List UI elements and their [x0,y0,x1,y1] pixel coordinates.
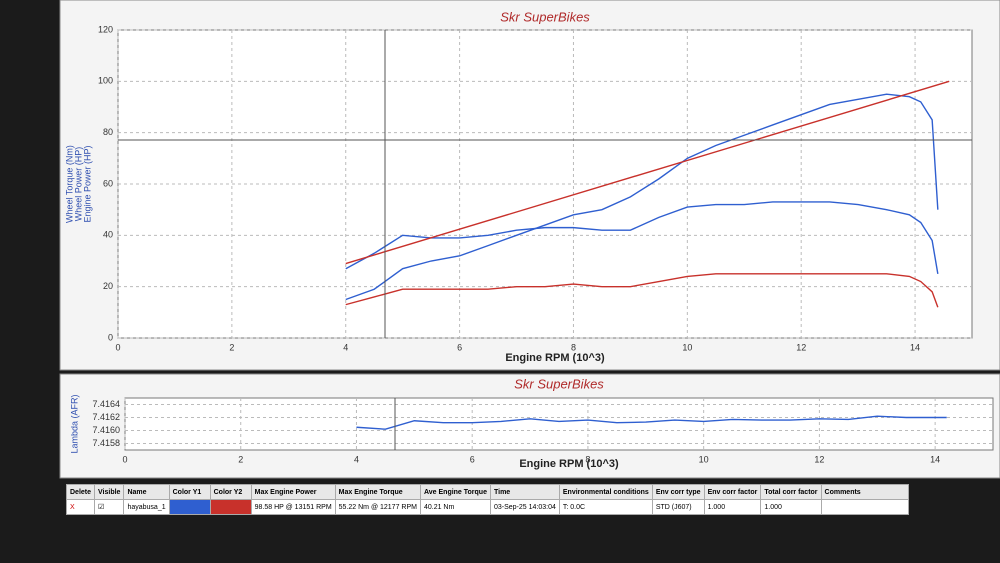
x-tick-label: 6 [470,454,475,464]
x-tick-label: 4 [343,342,348,352]
series-line [345,80,950,265]
y-axis-label: Wheel Power (HP) [73,147,83,222]
y-tick-label: 7.4164 [92,399,120,409]
column-header: Max Engine Power [250,484,336,500]
y-tick-label: 120 [98,24,113,34]
x-axis-label: Engine RPM (10^3) [505,352,605,364]
column-header: Environmental conditions [558,484,653,500]
visible-checkbox[interactable]: ☑ [94,499,125,515]
y-tick-label: 0 [108,332,113,342]
chart-title: Skr SuperBikes [514,376,604,391]
x-tick-label: 0 [115,342,120,352]
color-y1[interactable] [168,499,211,515]
x-tick-label: 14 [910,342,920,352]
column-header: Env corr factor [703,484,762,500]
x-tick-label: 8 [571,342,576,352]
column-header: Ave Engine Torque [419,484,491,500]
column-header: Env corr type [651,484,705,500]
series-line [345,93,939,301]
y-tick-label: 100 [98,76,113,86]
x-tick-label: 0 [122,454,127,464]
y-tick-label: 7.4160 [92,425,120,435]
column-header: Color Y1 [168,484,211,500]
x-tick-label: 2 [229,342,234,352]
series-line [345,201,939,274]
x-tick-label: 10 [699,454,709,464]
x-tick-label: 4 [354,454,359,464]
series-line [345,273,939,308]
max-torque: 55.22 Nm @ 12177 RPM [334,499,421,515]
y-tick-label: 40 [103,230,113,240]
plot-area [124,397,994,451]
dyno-window: Skr SuperBikes Engine RPM (10^3) Wheel Tor… [59,0,1000,479]
run-table: Delete Visible Name Color Y1 Color Y2 Max Eng… [65,484,909,515]
chart-title: Skr SuperBikes [500,9,590,24]
time: 03-Sep-25 14:03:04 [489,499,560,515]
max-power: 98.58 HP @ 13151 RPM [250,499,336,515]
y-tick-label: 20 [103,281,113,291]
y-axis-label: Lambda (AFR) [69,394,79,453]
column-header: Color Y2 [209,484,252,500]
y-axis-label: Engine Power (HP) [82,145,92,222]
y-tick-label: 7.4162 [92,412,120,422]
total-factor: 1.000 [760,499,822,515]
column-header: Delete [65,484,96,500]
column-header: Time [489,484,560,500]
series-line [356,415,947,430]
x-tick-label: 2 [238,454,243,464]
column-header: Comments [820,484,909,500]
column-header: Name [123,484,170,500]
y-tick-label: 7.4158 [92,438,120,448]
x-tick-label: 6 [457,342,462,352]
ave-torque: 40.21 Nm [419,499,491,515]
x-tick-label: 12 [796,342,806,352]
corr-type: STD (J607) [651,499,705,515]
corr-factor: 1.000 [703,499,762,515]
delete-cell[interactable]: X [65,499,96,515]
environment: T: 0.0C [558,499,653,515]
x-axis-label: Engine RPM (10^3) [519,458,619,470]
x-tick-label: 8 [585,454,590,464]
color-y2[interactable] [209,499,252,515]
x-tick-label: 10 [682,342,692,352]
y-tick-label: 80 [103,127,113,137]
x-tick-label: 12 [814,454,824,464]
y-axis-label: Wheel Torque (Nm) [64,145,74,223]
column-header: Visible [94,484,125,500]
comments [820,499,909,515]
name-cell: hayabusa_1 [123,499,170,515]
column-header: Max Engine Torque [334,484,421,500]
x-tick-label: 14 [930,454,940,464]
column-header: Total corr factor [760,484,822,500]
y-tick-label: 60 [103,178,113,188]
